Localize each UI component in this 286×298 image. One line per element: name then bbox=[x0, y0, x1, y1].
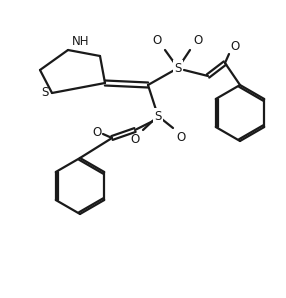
Text: O: O bbox=[176, 131, 185, 144]
Text: O: O bbox=[153, 34, 162, 47]
Text: S: S bbox=[174, 61, 182, 74]
Text: O: O bbox=[131, 133, 140, 146]
Text: NH: NH bbox=[72, 35, 90, 48]
Text: O: O bbox=[230, 40, 239, 53]
Text: S: S bbox=[42, 86, 49, 100]
Text: O: O bbox=[93, 126, 102, 139]
Text: O: O bbox=[193, 34, 202, 47]
Text: S: S bbox=[154, 109, 162, 122]
